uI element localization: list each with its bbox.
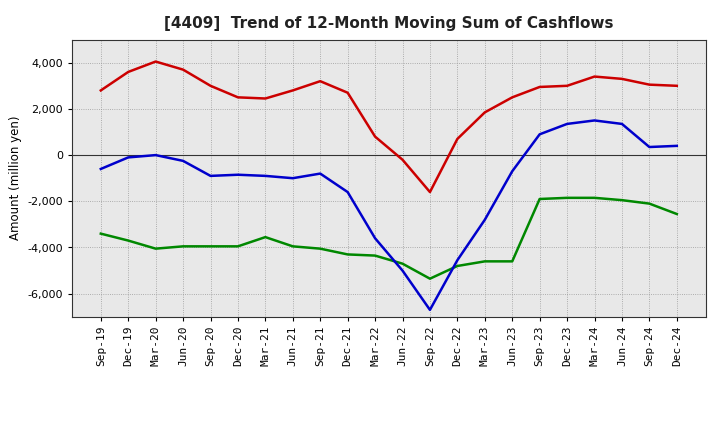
Free Cashflow (398, 268, 407, 273)
Investing Cashflow (289, 244, 297, 249)
Investing Cashflow (233, 244, 242, 249)
Operating Cashflow (96, 88, 105, 93)
Free Cashflow (590, 118, 599, 123)
Operating Cashflow (590, 74, 599, 79)
Operating Cashflow (179, 67, 187, 72)
Title: [4409]  Trend of 12-Month Moving Sum of Cashflows: [4409] Trend of 12-Month Moving Sum of C… (164, 16, 613, 32)
Operating Cashflow (508, 95, 516, 100)
Line: Investing Cashflow: Investing Cashflow (101, 198, 677, 279)
Operating Cashflow (261, 96, 270, 101)
Investing Cashflow (645, 201, 654, 206)
Line: Operating Cashflow: Operating Cashflow (101, 62, 677, 192)
Operating Cashflow (371, 134, 379, 139)
Investing Cashflow (371, 253, 379, 258)
Operating Cashflow (618, 76, 626, 81)
Free Cashflow (618, 121, 626, 127)
Free Cashflow (179, 158, 187, 164)
Investing Cashflow (672, 211, 681, 216)
Free Cashflow (206, 173, 215, 179)
Free Cashflow (426, 307, 434, 312)
Free Cashflow (343, 189, 352, 194)
Investing Cashflow (398, 261, 407, 266)
Operating Cashflow (672, 83, 681, 88)
Operating Cashflow (289, 88, 297, 93)
Free Cashflow (480, 217, 489, 222)
Operating Cashflow (206, 83, 215, 88)
Free Cashflow (672, 143, 681, 148)
Investing Cashflow (316, 246, 325, 251)
Free Cashflow (316, 171, 325, 176)
Investing Cashflow (151, 246, 160, 251)
Investing Cashflow (590, 195, 599, 201)
Investing Cashflow (480, 259, 489, 264)
Investing Cashflow (96, 231, 105, 236)
Legend: Operating Cashflow, Investing Cashflow, Free Cashflow: Operating Cashflow, Investing Cashflow, … (156, 439, 622, 440)
Y-axis label: Amount (million yen): Amount (million yen) (9, 116, 22, 240)
Operating Cashflow (124, 69, 132, 74)
Free Cashflow (261, 173, 270, 179)
Free Cashflow (536, 132, 544, 137)
Operating Cashflow (480, 110, 489, 115)
Free Cashflow (645, 144, 654, 150)
Operating Cashflow (426, 189, 434, 194)
Free Cashflow (233, 172, 242, 177)
Free Cashflow (453, 257, 462, 263)
Free Cashflow (563, 121, 572, 127)
Free Cashflow (96, 166, 105, 172)
Free Cashflow (289, 176, 297, 181)
Operating Cashflow (453, 136, 462, 142)
Investing Cashflow (508, 259, 516, 264)
Operating Cashflow (536, 84, 544, 90)
Operating Cashflow (398, 157, 407, 162)
Operating Cashflow (233, 95, 242, 100)
Operating Cashflow (316, 78, 325, 84)
Operating Cashflow (563, 83, 572, 88)
Investing Cashflow (179, 244, 187, 249)
Investing Cashflow (426, 276, 434, 281)
Line: Free Cashflow: Free Cashflow (101, 121, 677, 310)
Investing Cashflow (618, 198, 626, 203)
Free Cashflow (508, 169, 516, 174)
Free Cashflow (151, 152, 160, 158)
Investing Cashflow (563, 195, 572, 201)
Operating Cashflow (151, 59, 160, 64)
Investing Cashflow (453, 263, 462, 268)
Investing Cashflow (536, 196, 544, 202)
Investing Cashflow (261, 235, 270, 240)
Investing Cashflow (124, 238, 132, 243)
Operating Cashflow (343, 90, 352, 95)
Investing Cashflow (343, 252, 352, 257)
Operating Cashflow (645, 82, 654, 87)
Free Cashflow (124, 155, 132, 160)
Free Cashflow (371, 236, 379, 241)
Investing Cashflow (206, 244, 215, 249)
